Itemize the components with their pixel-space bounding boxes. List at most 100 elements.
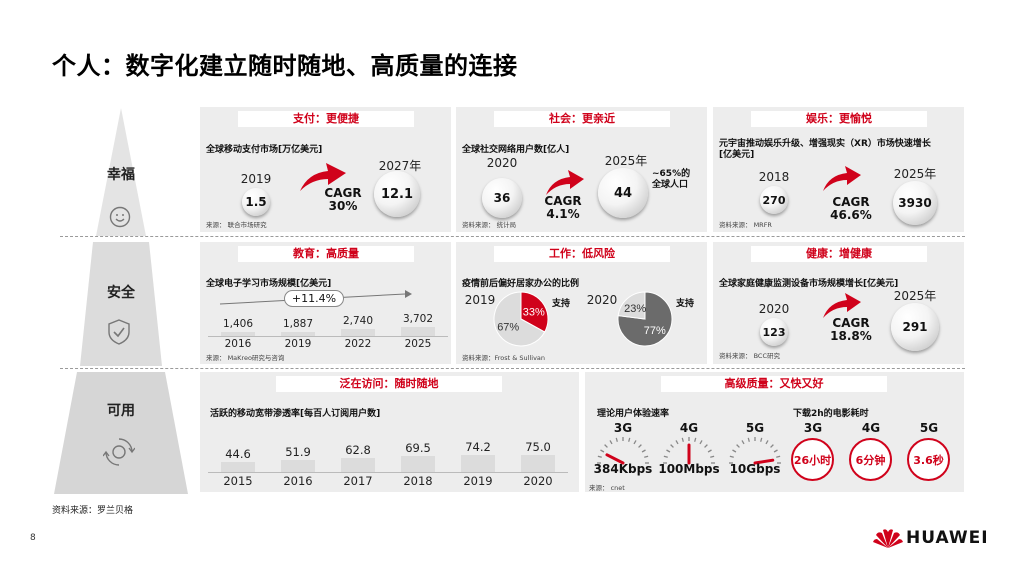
year-to: 2025年 — [893, 289, 937, 303]
smile-icon — [109, 206, 131, 228]
pie-value-label: 77% — [644, 325, 666, 337]
source-note: 来源： 联合市场研究 — [206, 221, 267, 229]
panel-subtitle: 元宇宙推动娱乐升级、增强现实（XR）市场快速增长 [亿美元] — [719, 139, 931, 160]
value-to-sphere: 291 — [891, 303, 939, 351]
bar-category-label: 2018 — [403, 474, 433, 488]
movie-gen-label: 5G — [919, 421, 939, 435]
source-note: 来源： cnet — [589, 484, 625, 492]
speed-value: 10Gbps — [729, 462, 781, 476]
panel-subtitle: 全球社交网络用户数[亿人] — [462, 145, 570, 155]
panel-header: 工作：低风险 — [494, 246, 670, 262]
growth-arrow-icon — [823, 166, 861, 191]
value-to-sphere: 12.1 — [374, 171, 420, 217]
year-from: 2018 — [758, 170, 790, 184]
value-to-sphere: 3930 — [893, 181, 937, 225]
pie-slice — [520, 291, 549, 333]
row-divider — [60, 368, 965, 369]
chart-bar — [401, 456, 435, 472]
pie-slice — [493, 291, 546, 347]
pie-year: 2019 — [464, 293, 496, 307]
panel-header: 泛在访问：随时随地 — [276, 376, 502, 392]
education-panel: 教育：高质量 全球电子学习市场规模[亿美元] +11.4% 1,406 2016 1… — [200, 242, 451, 364]
pie-2019: 33% 67% — [493, 291, 549, 347]
payment-panel: 支付：更便捷 全球移动支付市场[万亿美元] 2019 1.5 CAGR 30% … — [200, 107, 451, 232]
chart-bar — [401, 327, 435, 336]
bar-category-label: 2016 — [224, 338, 252, 350]
level-happiness-label: 幸福 — [107, 167, 135, 183]
bar-category-label: 2016 — [283, 474, 313, 488]
pie-year: 2020 — [586, 293, 618, 307]
download-time-ring: 3.6秒 — [907, 438, 950, 481]
panel-subtitle: 全球家庭健康监测设备市场规模增长[亿美元] — [719, 279, 899, 289]
download-time-ring: 26小时 — [791, 438, 834, 481]
chart-axis — [208, 472, 568, 473]
population-note: ~65%的 全球人口 — [652, 169, 691, 190]
bar-category-label: 2019 — [463, 474, 493, 488]
value-from-sphere: 1.5 — [242, 188, 270, 216]
source-note: 资料来源：Frost & Sullivan — [462, 354, 546, 362]
entertainment-panel: 娱乐：更愉悦 元宇宙推动娱乐升级、增强现实（XR）市场快速增长 [亿美元] 20… — [713, 107, 964, 232]
year-from: 2020 — [758, 302, 790, 316]
panel-subtitle: 全球移动支付市场[万亿美元] — [206, 145, 323, 155]
panel-header: 社会：更亲近 — [494, 111, 670, 127]
cagr-value: 46.6% — [830, 208, 872, 222]
pie-2020: 77% 23% — [617, 291, 673, 347]
quality-panel: 高级质量：又快又好 理论用户体验速率 下载2h的电影耗时 来源： cnet 3G… — [585, 372, 964, 492]
cagr-label: CAGR — [832, 195, 870, 209]
cagr-label: CAGR — [544, 194, 582, 208]
movie-gen-label: 3G — [803, 421, 823, 435]
speed-gen-label: 4G — [679, 421, 699, 435]
bar-value-label: 74.2 — [465, 440, 491, 455]
speed-value: 100Mbps — [658, 462, 720, 476]
cagr-value: 4.1% — [546, 207, 580, 221]
pie-slice — [617, 291, 646, 320]
value-from-sphere: 270 — [760, 186, 788, 214]
speed-gen-label: 3G — [613, 421, 633, 435]
source-note: 资料来源： BCC研究 — [719, 352, 780, 360]
speed-gen-label: 5G — [745, 421, 765, 435]
year-to: 2025年 — [604, 154, 648, 168]
huawei-logo-icon — [873, 527, 903, 549]
bar-category-label: 2015 — [223, 474, 253, 488]
growth-arrow-icon — [823, 293, 861, 318]
bar-category-label: 2020 — [523, 474, 553, 488]
broadband-bar-chart: 44.6 2015 51.9 2016 62.8 2017 69.5 2018 74.2 2019… — [208, 424, 568, 490]
cagr-label: CAGR — [324, 186, 362, 200]
chart-bar — [281, 331, 315, 336]
bar-value-label: 2,740 — [342, 315, 374, 328]
level-usability-label: 可用 — [107, 403, 135, 419]
bar-value-label: 69.5 — [405, 441, 431, 456]
bar-value-label: 75.0 — [525, 439, 551, 454]
pie-value-label: 23% — [624, 303, 646, 315]
source-note: 资料来源： MRFR — [719, 221, 772, 229]
panel-header: 教育：高质量 — [238, 246, 414, 262]
bar-value-label: 1,887 — [282, 317, 314, 330]
cycle-icon — [102, 436, 136, 468]
panel-header: 高级质量：又快又好 — [661, 376, 887, 392]
level-safety-label: 安全 — [107, 285, 135, 301]
bar-category-label: 2025 — [404, 338, 432, 350]
pie-support-label: 支持 — [552, 299, 571, 309]
value-from-sphere: 123 — [760, 318, 788, 346]
year-to: 2025年 — [893, 167, 937, 181]
bar-category-label: 2019 — [284, 338, 312, 350]
growth-arrow-icon — [300, 163, 346, 191]
chart-bar — [341, 329, 375, 336]
chart-bar — [221, 461, 255, 472]
brand-name: HUAWEI — [906, 528, 989, 548]
bar-category-label: 2022 — [344, 338, 372, 350]
growth-arrow-icon — [546, 170, 584, 195]
elearning-bar-chart: 1,406 2016 1,887 2019 2,740 2022 3,702 2025 — [208, 306, 448, 350]
row-divider — [60, 236, 965, 237]
speed-gauge-icon — [729, 437, 781, 465]
social-panel: 社会：更亲近 全球社交网络用户数[亿人] 2020 36 CAGR 4.1% 2… — [456, 107, 707, 232]
panel-subtitle: 活跃的移动宽带渗透率[每百人订阅用户数] — [210, 409, 381, 419]
chart-bar — [341, 457, 375, 472]
value-from-sphere: 36 — [482, 178, 522, 218]
page-title: 个人：数字化建立随时随地、高质量的连接 — [52, 52, 518, 80]
year-from: 2020 — [486, 156, 518, 170]
value-to-sphere: 44 — [598, 168, 648, 218]
year-to: 2027年 — [378, 159, 422, 173]
source-note: 资料来源： 统计局 — [462, 221, 517, 229]
page-number: 8 — [30, 533, 36, 543]
